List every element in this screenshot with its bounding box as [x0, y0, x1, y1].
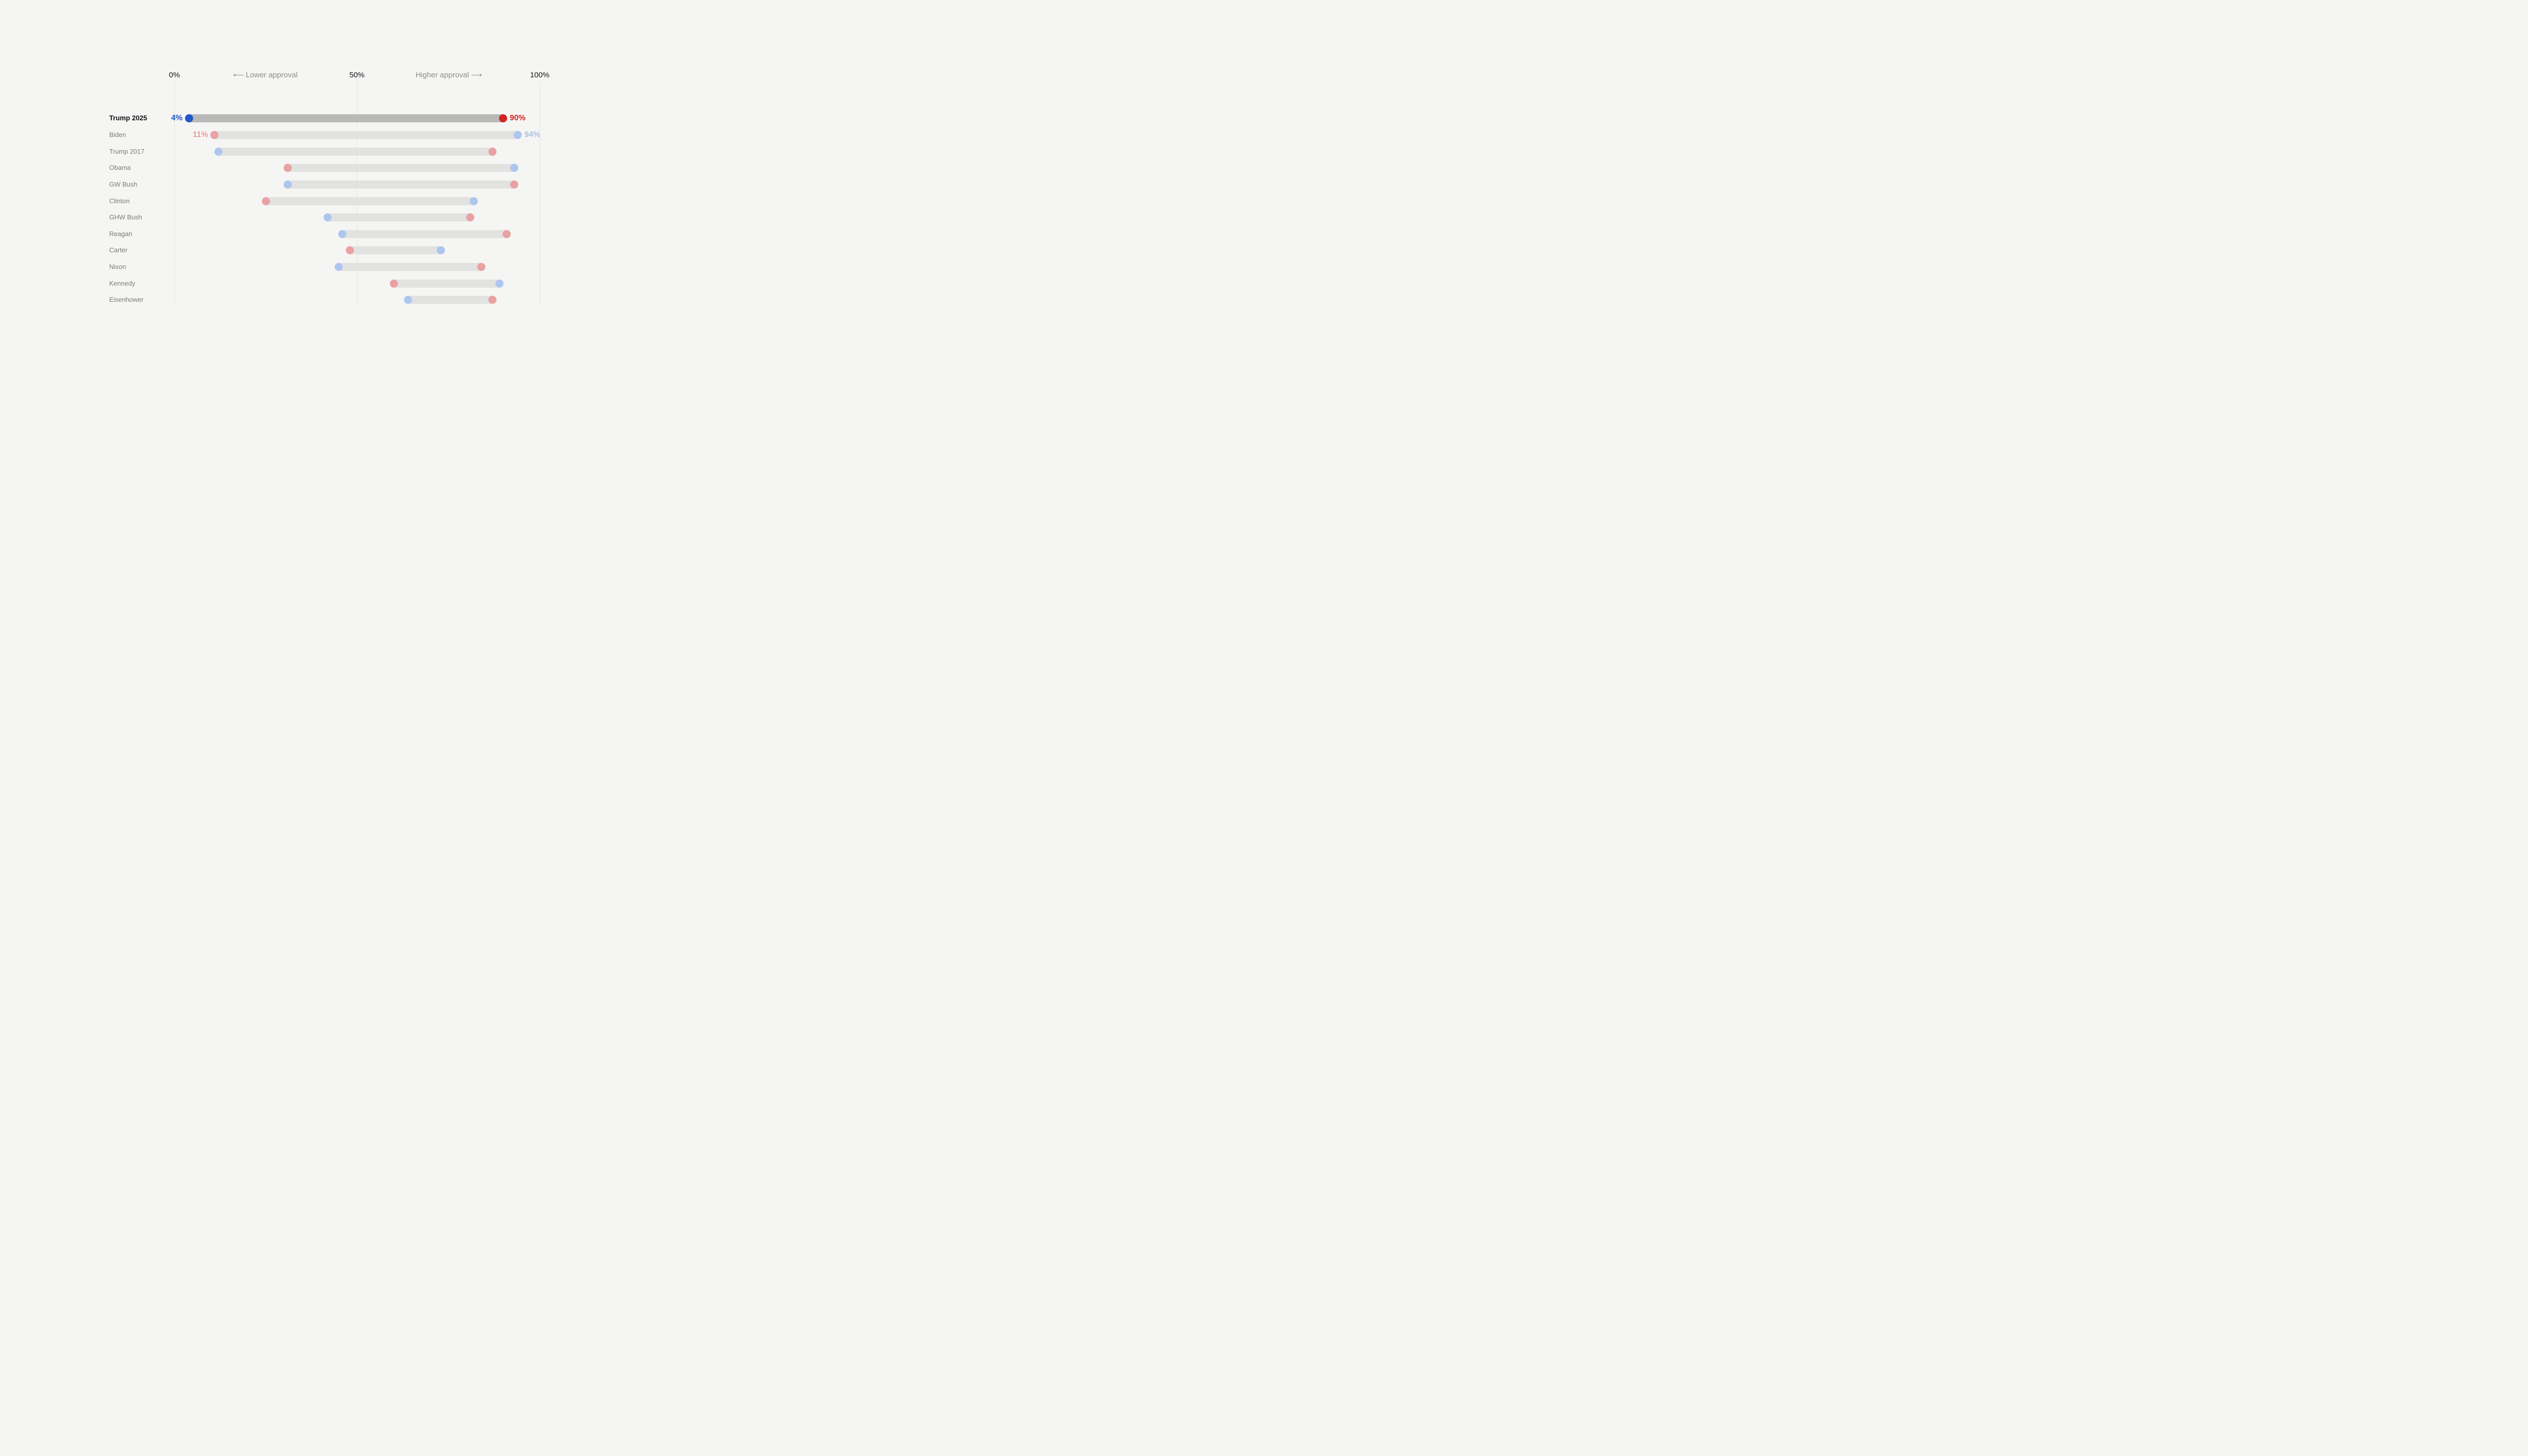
row-label-kennedy: Kennedy	[109, 279, 136, 287]
blue-dot	[185, 114, 193, 123]
red-dot	[503, 230, 511, 238]
blue-dot	[338, 230, 347, 238]
axis-annotation-lower: ⟵ Lower approval	[195, 71, 336, 80]
range-bar	[283, 180, 518, 189]
range-bar	[283, 164, 518, 172]
red-dot	[488, 147, 496, 156]
range-bar	[338, 230, 511, 238]
range-bar	[404, 296, 496, 304]
value-label: 4%	[171, 114, 183, 123]
range-bar	[324, 213, 475, 222]
axis-tick-100: 100%	[530, 71, 550, 79]
red-dot	[345, 246, 354, 255]
gridline-0	[174, 82, 175, 305]
row-label-trump-2017: Trump 2017	[109, 147, 145, 155]
axis-annotation-higher: Higher approval ⟶	[378, 71, 519, 80]
value-label: 11%	[193, 130, 208, 140]
row-label-gw-bush: GW Bush	[109, 180, 138, 188]
right-arrow-icon: ⟶	[471, 71, 482, 79]
blue-dot	[510, 164, 518, 172]
axis-tick-50: 50%	[349, 71, 365, 79]
blue-dot	[470, 197, 478, 205]
row-label-biden: Biden	[109, 131, 126, 139]
gridline-100	[539, 82, 540, 305]
row-label-clinton: Clinton	[109, 197, 130, 205]
range-bar	[389, 279, 504, 288]
red-dot	[477, 262, 485, 271]
row-label-obama: Obama	[109, 164, 131, 172]
blue-dot	[514, 131, 522, 140]
axis-tick-0: 0%	[169, 71, 180, 79]
blue-dot	[437, 246, 445, 255]
row-label-trump-2025: Trump 2025	[109, 114, 148, 122]
red-dot	[283, 164, 292, 172]
blue-dot	[214, 147, 222, 156]
row-label-nixon: Nixon	[109, 262, 126, 270]
range-bar	[335, 262, 485, 271]
blue-dot	[404, 296, 413, 304]
row-label-ghw-bush: GHW Bush	[109, 213, 143, 221]
red-dot	[261, 197, 270, 205]
blue-dot	[495, 279, 504, 288]
presidential-approval-range-chart: 0% ⟵ Lower approval 50% Higher approval …	[0, 0, 647, 364]
left-arrow-icon: ⟵	[233, 71, 244, 79]
axis-annotation-higher-text: Higher approval	[415, 71, 469, 79]
blue-dot	[283, 180, 292, 189]
blue-dot	[324, 213, 332, 222]
red-dot	[499, 114, 508, 123]
range-bar	[214, 147, 496, 156]
row-label-eisenhower: Eisenhower	[109, 296, 144, 304]
red-dot	[389, 279, 398, 288]
row-label-carter: Carter	[109, 246, 128, 254]
range-bar	[345, 246, 445, 255]
value-label: 94%	[524, 130, 540, 140]
red-dot	[466, 213, 475, 222]
axis-annotation-lower-text: Lower approval	[246, 71, 298, 79]
range-bar	[261, 197, 478, 205]
red-dot	[488, 296, 496, 304]
row-label-reagan: Reagan	[109, 230, 132, 238]
range-bar	[185, 114, 508, 123]
red-dot	[510, 180, 518, 189]
range-bar	[210, 131, 522, 140]
blue-dot	[335, 262, 343, 271]
red-dot	[210, 131, 219, 140]
value-label: 90%	[510, 114, 526, 123]
